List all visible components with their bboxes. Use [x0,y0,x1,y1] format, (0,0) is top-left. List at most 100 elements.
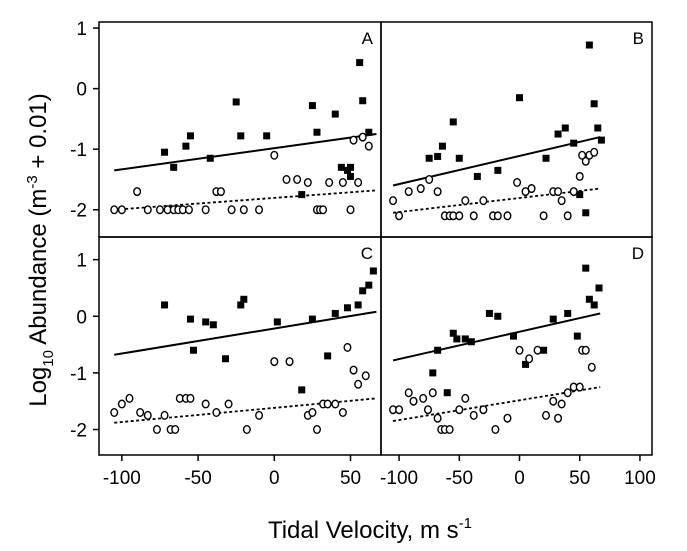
filled-square-point [222,355,230,363]
panel-frame [98,21,382,238]
open-circle-point [563,388,572,398]
panel-frame [98,236,382,456]
filled-square-point [337,163,345,171]
open-circle-point [312,425,321,435]
open-circle-point [143,410,152,420]
open-circle-point [469,211,478,221]
open-circle-point [216,187,225,197]
open-circle-point [354,177,363,187]
open-circle-point [469,410,478,420]
open-circle-point [117,399,126,409]
filled-square-point [542,154,550,162]
open-circle-point [303,177,312,187]
open-circle-point [409,396,418,406]
y-tick-label: -2 [70,421,87,442]
open-circle-point [461,393,470,403]
filled-square-point [347,172,355,180]
filled-square-point [186,315,194,323]
open-circle-point [549,396,558,406]
solid-regression-line [392,136,601,187]
filled-square-point [522,360,530,368]
open-circle-point [242,425,251,435]
open-circle-point [319,205,328,215]
filled-square-point [453,335,461,343]
filled-square-point [509,332,517,340]
filled-square-point [561,124,569,132]
open-circle-point [404,187,413,197]
open-circle-point [171,425,180,435]
open-circle-point [433,413,442,423]
open-circle-point [155,205,164,215]
open-circle-point [542,410,551,420]
open-circle-point [527,184,536,194]
filled-square-point [298,191,306,199]
open-circle-point [575,382,584,392]
filled-square-point [209,321,217,329]
open-circle-point [515,345,524,355]
open-circle-point [133,187,142,197]
open-circle-point [349,365,358,375]
open-circle-point [117,205,126,215]
y-tick-label: -1 [70,140,87,161]
filled-square-point [240,295,248,303]
filled-square-point [494,166,502,174]
filled-square-point [549,315,557,323]
filled-square-point [369,267,377,275]
filled-square-point [582,209,590,217]
open-circle-point [455,211,464,221]
filled-square-point [308,102,316,110]
open-circle-point [201,399,210,409]
filled-square-point [273,318,281,326]
open-circle-point [160,410,169,420]
filled-square-point [161,148,169,156]
open-circle-point [212,408,221,418]
filled-square-point [438,142,446,150]
open-circle-point [364,141,373,151]
y-tick-label: 1 [76,19,87,40]
open-circle-point [349,135,358,145]
open-circle-point [539,211,548,221]
open-circle-point [186,393,195,403]
open-circle-point [227,205,236,215]
open-circle-point [479,405,488,415]
filled-square-point [331,110,339,118]
panel-letter: C [361,244,373,263]
filled-square-point [324,352,332,360]
filled-square-point [313,128,321,136]
x-tick-label: 100 [624,468,656,489]
filled-square-point [356,59,364,67]
filled-square-point [308,315,316,323]
filled-square-point [429,369,437,377]
open-circle-point [136,408,145,418]
open-circle-point [308,408,317,418]
y-tick-label: -2 [70,201,87,222]
open-circle-point [358,132,367,142]
open-circle-point [581,156,590,166]
panel-c: C [98,236,382,456]
open-circle-point [493,211,502,221]
filled-square-point [263,132,271,140]
open-circle-point [416,184,425,194]
filled-square-point [516,94,524,102]
y-tick-label: 0 [76,80,87,101]
open-circle-point [354,379,363,389]
filled-square-point [365,281,373,289]
solid-regression-line [392,312,601,362]
open-circle-point [152,425,161,435]
filled-square-point [359,97,367,105]
x-tick-label: 50 [569,468,590,489]
filled-square-point [540,346,548,354]
filled-square-point [170,163,178,171]
panels-group: A B C D 1 0 -1 -2 1 0 -1 -2 -100 -50 0 50 -100 -50 0 50 100 [70,19,656,489]
open-circle-point [419,393,428,403]
open-circle-point [282,174,291,184]
filled-square-point [585,295,593,303]
open-circle-point [554,187,563,197]
x-tick-label: -50 [446,468,473,489]
open-circle-point [323,399,332,409]
filled-square-point [564,309,572,317]
panel-frame [380,21,653,238]
open-circle-point [184,205,193,215]
filled-square-point [473,172,481,180]
